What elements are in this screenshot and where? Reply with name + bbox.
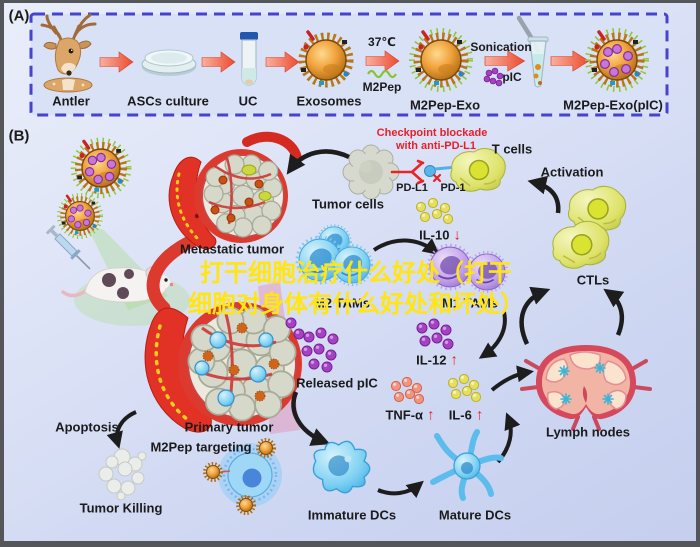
label-tnf: TNF-α ↑ <box>385 406 435 424</box>
mature-dc-art <box>433 432 501 498</box>
tumorcell-to-tumor-arrow <box>286 149 350 175</box>
label-t-cells: T cells <box>491 141 533 157</box>
label-apoptosis: Apoptosis <box>55 419 119 435</box>
dead-cell-art <box>98 448 147 501</box>
label-37c: 37℃ <box>368 35 396 49</box>
blocked-x-icon <box>432 173 442 183</box>
label-il6: IL-6 ↑ <box>448 406 484 424</box>
label-primary-tumor: Primary tumor <box>184 419 274 435</box>
il12-dots <box>416 318 454 350</box>
lymph-to-ctl-arrow <box>603 288 625 336</box>
label-checkpoint-1: Checkpoint blockade <box>376 127 488 139</box>
label-activation: Activation <box>540 164 604 180</box>
tumor-cell-art <box>342 144 400 200</box>
activation-arrow <box>527 175 561 214</box>
blood-vessel <box>146 233 201 315</box>
il6-dots <box>447 373 482 403</box>
label-uc: UC <box>238 93 258 109</box>
label-mature-dcs: Mature DCs <box>438 507 512 523</box>
immature-dc-art <box>312 440 371 494</box>
panel-b-tag: (B) <box>8 127 30 145</box>
metastatic-tumor-art <box>168 131 302 250</box>
tnf-dots <box>390 376 425 405</box>
down-arrow-icon: ↓ <box>453 226 461 244</box>
label-immature-dcs: Immature DCs <box>307 507 397 523</box>
label-il12: IL-12 ↑ <box>416 351 458 369</box>
watermark-line-2: 细胞对身体有什么好处和坏处） <box>188 291 524 319</box>
label-sonication: Sonication <box>470 40 532 54</box>
label-released-pic: Released pIC <box>296 375 378 391</box>
up-arrow-icon: ↑ <box>450 351 458 369</box>
pd-l1-antibody-icon <box>390 159 425 185</box>
label-checkpoint-2: with anti-PD-L1 <box>395 140 477 152</box>
dc-maturation-arrow <box>377 480 424 498</box>
ctl-cells-art <box>548 185 627 272</box>
label-m2pep-exo-pic: M2Pep-Exo(pIC) <box>563 97 663 113</box>
label-m2pep-targeting: M2Pep targeting <box>150 439 252 455</box>
uc-tube-icon <box>239 31 259 86</box>
label-m2pep: M2Pep <box>362 80 402 94</box>
lymph-to-ctl-arrow <box>519 286 551 345</box>
syringe-icon <box>44 223 96 275</box>
label-ctls: CTLs <box>576 272 610 288</box>
label-pic: pIC <box>502 70 522 84</box>
apoptosis-arrow <box>106 410 137 449</box>
anti-pd-l1-dot <box>424 165 436 177</box>
label-m2pep-exo: M2Pep-Exo <box>409 97 481 113</box>
label-lymph-nodes: Lymph nodes <box>545 424 631 440</box>
label-metastatic-tumor: Metastatic tumor <box>179 241 285 257</box>
panel-a-tag: (A) <box>8 7 30 25</box>
m2-to-m1-arrow <box>372 238 440 256</box>
up-arrow-icon: ↑ <box>475 406 484 424</box>
watermark-text: 打干细胞治疗什么好处（打干 细胞对身体有什么好处和坏处） <box>168 258 544 320</box>
to-lymphnode-arrow <box>490 365 534 392</box>
label-m1-tams: M1 TAMs <box>441 295 499 311</box>
label-pd-l1: PD-L1 <box>396 182 428 194</box>
m1-to-il12-arrow <box>478 311 507 359</box>
exosome-particle-icon <box>73 140 128 195</box>
up-arrow-icon: ↑ <box>427 406 435 424</box>
lymph-node-art <box>522 345 650 429</box>
panel-a-box <box>29 12 669 117</box>
m2pep-peptide-icon <box>367 69 397 79</box>
pic-to-dc-arrow <box>291 391 331 446</box>
watermark-line-1: 打干细胞治疗什么好处（打干 <box>200 260 512 287</box>
m2pep-targeting-cell-art <box>203 438 282 515</box>
label-tumor-killing: Tumor Killing <box>79 500 163 516</box>
primary-tumor-art <box>144 302 302 433</box>
label-tumor-cells: Tumor cells <box>311 196 385 212</box>
il10-dots <box>415 197 454 225</box>
label-exosomes: Exosomes <box>296 93 362 109</box>
petri-dish-icon <box>141 49 197 77</box>
label-pd-1: PD-1 <box>440 182 466 194</box>
label-antler: Antler <box>52 93 90 109</box>
label-il10: IL-10 ↓ <box>419 226 461 244</box>
label-ascs-culture: ASCs culture <box>127 93 209 109</box>
label-m2-tams: M2 TAMs <box>313 295 371 311</box>
